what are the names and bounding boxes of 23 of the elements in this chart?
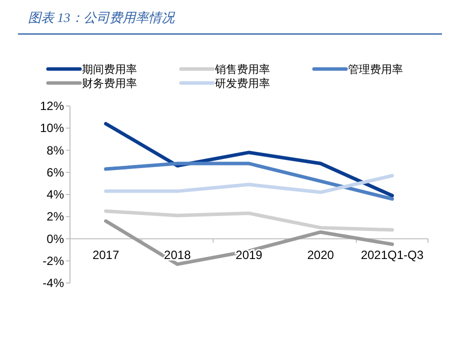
y-tick-label: 8%: [46, 143, 64, 158]
legend-label: 销售费用率: [214, 63, 270, 76]
line-series: [104, 162, 394, 201]
y-tick-label: 4%: [46, 188, 64, 202]
x-tick-label: 2017: [92, 248, 120, 262]
x-tick-label: 2021Q1-Q3: [360, 248, 424, 262]
x-tick-label: 2019: [236, 248, 263, 262]
legend-label: 研发费用率: [215, 77, 270, 90]
line-series: [104, 174, 394, 194]
legend-label: 管理费用率: [348, 63, 403, 76]
y-tick-label: 0%: [46, 232, 64, 246]
legend-label: 期间费用率: [82, 63, 137, 76]
x-tick-label: 2018: [164, 248, 192, 262]
y-tick-label: 10%: [40, 121, 64, 136]
legend-label: 财务费用率: [82, 77, 137, 90]
y-tick-label: 12%: [40, 99, 64, 113]
y-tick-label: 2%: [46, 210, 64, 224]
line-series: [104, 209, 394, 232]
y-tick-label: -2%: [42, 254, 64, 268]
y-tick-label: -4%: [42, 276, 64, 290]
chart-title: 图表 13：公司费用率情况: [28, 10, 176, 25]
y-tick-label: 6%: [46, 165, 64, 180]
x-tick-label: 2020: [307, 248, 334, 262]
